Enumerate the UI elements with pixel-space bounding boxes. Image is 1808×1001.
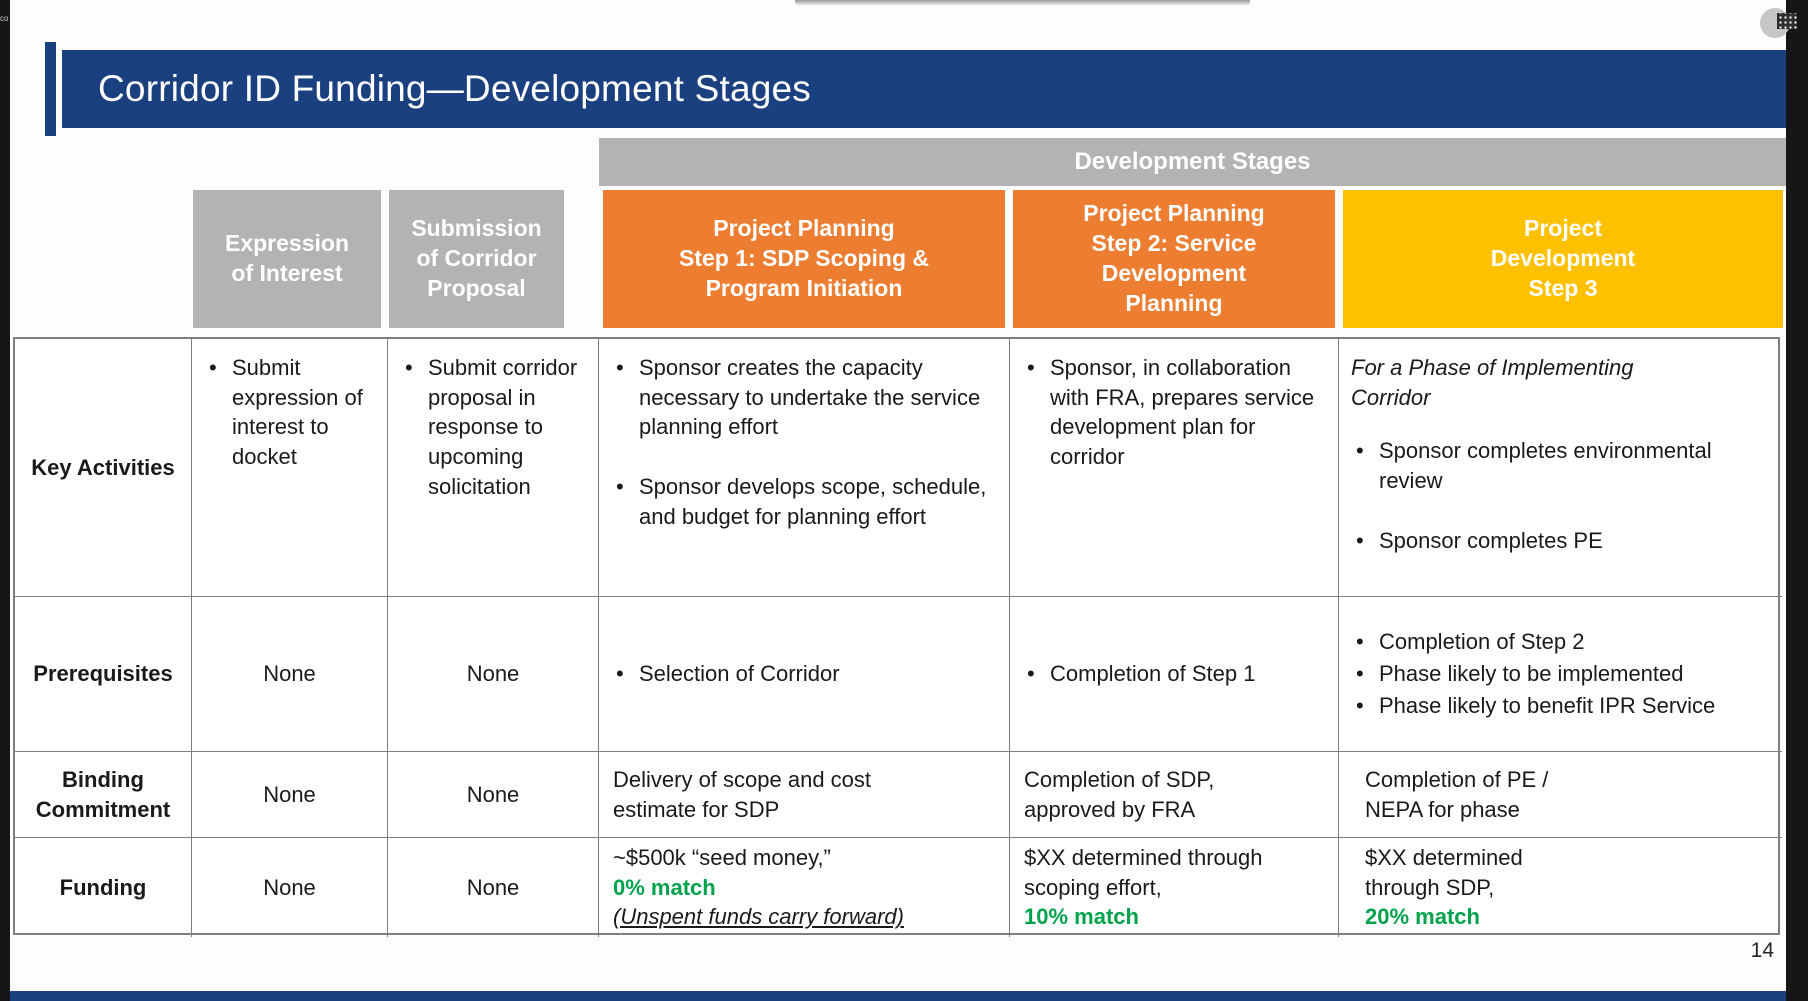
bullet-item: Phase likely to be implemented	[1347, 659, 1774, 689]
cell-key-activities-step1: Sponsor creates the capacity necessary t…	[599, 339, 1010, 597]
phase-intro-text: For a Phase of Implementing Corridor	[1351, 355, 1634, 410]
cell-prerequisites-eoi: None	[192, 597, 388, 752]
bullet-item: Sponsor completes environmental review	[1347, 436, 1774, 495]
cell-funding-step2: $XX determined through scoping effort, 1…	[1010, 838, 1339, 937]
left-letterbox	[0, 0, 10, 1001]
window-shadow	[795, 0, 1250, 6]
bullet-item: Completion of Step 1	[1018, 659, 1330, 689]
column-header-step3: Project Development Step 3	[1343, 190, 1783, 328]
cell-funding-submission: None	[388, 838, 599, 937]
bullet-item: Submit corridor proposal in response to …	[396, 353, 590, 501]
bullet-list: Selection of Corridor	[607, 659, 1001, 689]
bullet-item: Sponsor develops scope, schedule, and bu…	[607, 472, 1001, 531]
cell-binding-step1: Delivery of scope and cost estimate for …	[599, 752, 1010, 838]
bullet-list: Sponsor, in collaboration with FRA, prep…	[1018, 353, 1330, 472]
cell-key-activities-submission: Submit corridor proposal in response to …	[388, 339, 599, 597]
column-header-expression-of-interest: Expression of Interest	[193, 190, 381, 328]
title-accent-bar	[45, 42, 56, 136]
column-header-submission: Submission of Corridor Proposal	[389, 190, 564, 328]
row-label-key-activities: Key Activities	[15, 339, 192, 597]
grip-dots-icon[interactable]	[1777, 13, 1797, 29]
funding-match-percent: 0% match	[613, 874, 716, 900]
row-label-funding: Funding	[15, 838, 192, 937]
bullet-item: Sponsor, in collaboration with FRA, prep…	[1018, 353, 1330, 472]
bullet-item: Selection of Corridor	[607, 659, 1001, 689]
cell-key-activities-step2: Sponsor, in collaboration with FRA, prep…	[1010, 339, 1339, 597]
column-header-step1: Project Planning Step 1: SDP Scoping & P…	[603, 190, 1005, 328]
bullet-item: Sponsor completes PE	[1347, 526, 1774, 556]
title-banner: Corridor ID Funding—Development Stages	[62, 50, 1786, 128]
cell-binding-submission: None	[388, 752, 599, 838]
bullet-list: Submit corridor proposal in response to …	[396, 353, 590, 501]
cell-key-activities-step3: For a Phase of Implementing Corridor Spo…	[1339, 339, 1782, 597]
bullet-item: Phase likely to benefit IPR Service	[1347, 691, 1774, 721]
right-letterbox	[1786, 0, 1808, 1001]
bullet-item: Sponsor creates the capacity necessary t…	[607, 353, 1001, 442]
cell-funding-step1: ~$500k “seed money,” 0% match (Unspent f…	[599, 838, 1010, 937]
bullet-list: Completion of Step 1	[1018, 659, 1330, 689]
bullet-list: Sponsor creates the capacity necessary t…	[607, 353, 1001, 531]
funding-amount: $XX determined through scoping effort,	[1024, 844, 1263, 900]
cell-binding-eoi: None	[192, 752, 388, 838]
cell-prerequisites-step2: Completion of Step 1	[1010, 597, 1339, 752]
cell-prerequisites-step1: Selection of Corridor	[599, 597, 1010, 752]
funding-match-percent: 10% match	[1024, 904, 1139, 930]
funding-amount: $XX determined through SDP,	[1365, 844, 1523, 900]
left-edge-text: co	[0, 14, 9, 23]
funding-amount: ~$500k “seed money,”	[613, 844, 831, 870]
cell-binding-step3: Completion of PE / NEPA for phase	[1339, 752, 1782, 838]
page-number: 14	[1750, 939, 1774, 962]
bullet-list: Sponsor completes environmental review Sp…	[1347, 436, 1774, 555]
cell-funding-step3: $XX determined through SDP, 20% match	[1339, 838, 1782, 937]
page-title: Corridor ID Funding—Development Stages	[98, 68, 811, 109]
development-stages-table: Key Activities Submit expression of inte…	[13, 337, 1782, 937]
bullet-list: Submit expression of interest to docket	[200, 353, 379, 472]
cell-key-activities-eoi: Submit expression of interest to docket	[192, 339, 388, 597]
bottom-accent-bar	[0, 991, 1786, 1001]
development-stages-banner: Development Stages	[599, 138, 1786, 186]
cell-prerequisites-submission: None	[388, 597, 599, 752]
column-header-step2: Project Planning Step 2: Service Develop…	[1013, 190, 1335, 328]
funding-match-percent: 20% match	[1365, 904, 1480, 930]
cell-prerequisites-step3: Completion of Step 2Phase likely to be i…	[1339, 597, 1782, 752]
row-label-prerequisites: Prerequisites	[15, 597, 192, 752]
bullet-list: Completion of Step 2Phase likely to be i…	[1347, 627, 1774, 720]
cell-funding-eoi: None	[192, 838, 388, 937]
cell-binding-step2: Completion of SDP, approved by FRA	[1010, 752, 1339, 838]
row-label-binding-commitment: Binding Commitment	[15, 752, 192, 838]
bullet-item: Completion of Step 2	[1347, 627, 1774, 657]
funding-note: (Unspent funds carry forward)	[613, 904, 904, 930]
bullet-item: Submit expression of interest to docket	[200, 353, 379, 472]
